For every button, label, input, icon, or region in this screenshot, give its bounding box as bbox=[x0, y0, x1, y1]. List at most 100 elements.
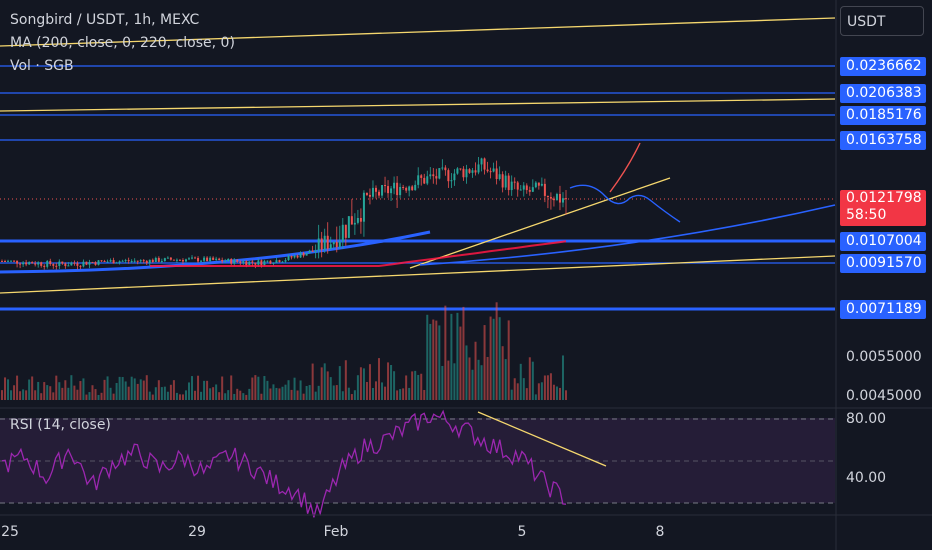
time-tick: 29 bbox=[188, 524, 206, 540]
candle-body bbox=[408, 186, 411, 191]
rsi-tick-80: 80.00 bbox=[846, 411, 887, 427]
candle-body bbox=[124, 260, 127, 262]
candle-body bbox=[254, 262, 257, 265]
candle-body bbox=[347, 216, 350, 238]
moving-average-line bbox=[150, 240, 567, 267]
volume-bar bbox=[218, 392, 221, 400]
volume-bar bbox=[287, 380, 290, 400]
volume-bar bbox=[519, 363, 522, 400]
volume-bar bbox=[191, 376, 194, 400]
volume-bar bbox=[239, 390, 242, 400]
candle-body bbox=[260, 260, 263, 266]
candle-body bbox=[151, 259, 154, 263]
candle-body bbox=[359, 217, 362, 222]
candle-body bbox=[501, 174, 504, 188]
candle-body bbox=[148, 259, 151, 264]
candle-body bbox=[136, 260, 139, 262]
candle-body bbox=[531, 187, 534, 192]
candle-body bbox=[356, 217, 359, 223]
volume-bar bbox=[365, 381, 368, 400]
candle-body bbox=[456, 168, 459, 174]
volume-bar bbox=[281, 386, 284, 400]
candle-body bbox=[510, 181, 513, 191]
candle-body bbox=[341, 224, 344, 242]
volume-bar bbox=[145, 375, 148, 400]
candle-body bbox=[16, 260, 19, 264]
volume-bar bbox=[178, 394, 181, 400]
candle-body bbox=[61, 261, 64, 264]
candle-body bbox=[290, 256, 293, 258]
candle-body bbox=[519, 189, 522, 191]
candle-body bbox=[91, 262, 94, 264]
volume-bar bbox=[468, 357, 471, 400]
candle-body bbox=[311, 250, 314, 252]
candle-body bbox=[85, 261, 88, 265]
candle-body bbox=[266, 260, 269, 262]
candle-body bbox=[546, 195, 549, 198]
candle-body bbox=[284, 260, 287, 262]
volume-bar bbox=[160, 387, 163, 400]
volume-bar bbox=[314, 391, 317, 400]
volume-bar bbox=[399, 389, 402, 400]
volume-bar bbox=[181, 394, 184, 400]
volume-bar bbox=[522, 378, 525, 400]
candle-body bbox=[399, 186, 402, 196]
volume-bar bbox=[133, 378, 136, 400]
volume-bar bbox=[245, 394, 248, 400]
volume-bar bbox=[7, 379, 10, 400]
candle-body bbox=[275, 260, 278, 263]
volume-bar bbox=[118, 376, 121, 400]
volume-bar bbox=[486, 356, 489, 400]
volume-bar bbox=[49, 386, 52, 400]
candle-body bbox=[402, 186, 405, 188]
candle-body bbox=[230, 258, 233, 264]
candle-body bbox=[43, 265, 46, 267]
candle-body bbox=[28, 262, 31, 265]
candle-body bbox=[299, 253, 302, 258]
volume-bar bbox=[175, 392, 178, 400]
candle-body bbox=[251, 261, 254, 263]
volume-bar bbox=[10, 390, 13, 400]
volume-bar bbox=[109, 387, 112, 400]
candle-body bbox=[40, 262, 43, 266]
volume-bar bbox=[130, 376, 133, 400]
volume-bar bbox=[525, 388, 528, 400]
volume-bar bbox=[510, 389, 513, 400]
volume-bar bbox=[4, 377, 7, 400]
candle-body bbox=[115, 262, 118, 264]
candle-body bbox=[257, 260, 260, 265]
price-tag: 0.0091570 bbox=[840, 254, 926, 273]
candle-body bbox=[353, 222, 356, 225]
candle-body bbox=[462, 168, 465, 178]
volume-bar bbox=[368, 364, 371, 400]
volume-bar bbox=[435, 320, 438, 400]
volume-bar bbox=[203, 380, 206, 400]
candle-body bbox=[329, 244, 332, 249]
volume-bar bbox=[58, 382, 61, 400]
volume-bar bbox=[338, 366, 341, 400]
candle-body bbox=[335, 242, 338, 248]
volume-bar bbox=[52, 392, 55, 400]
volume-bar bbox=[501, 346, 504, 400]
candle-body bbox=[483, 158, 486, 170]
trend-line bbox=[0, 255, 836, 294]
candle-body bbox=[344, 224, 347, 238]
volume-bar bbox=[221, 376, 224, 400]
trend-line bbox=[0, 98, 836, 112]
volume-bar bbox=[471, 369, 474, 400]
volume-bar bbox=[230, 375, 233, 400]
candle-body bbox=[492, 168, 495, 172]
candle-body bbox=[13, 260, 16, 262]
volume-bar bbox=[513, 378, 516, 400]
candle-body bbox=[537, 182, 540, 186]
candle-body bbox=[31, 262, 34, 264]
currency-button[interactable]: USDT bbox=[840, 6, 924, 36]
volume-bar bbox=[70, 375, 73, 400]
volume-bar bbox=[390, 364, 393, 400]
candle-body bbox=[540, 183, 543, 186]
candle-body bbox=[133, 260, 136, 262]
candle-body bbox=[302, 253, 305, 256]
candle-body bbox=[154, 257, 157, 263]
volume-bar bbox=[263, 376, 266, 400]
